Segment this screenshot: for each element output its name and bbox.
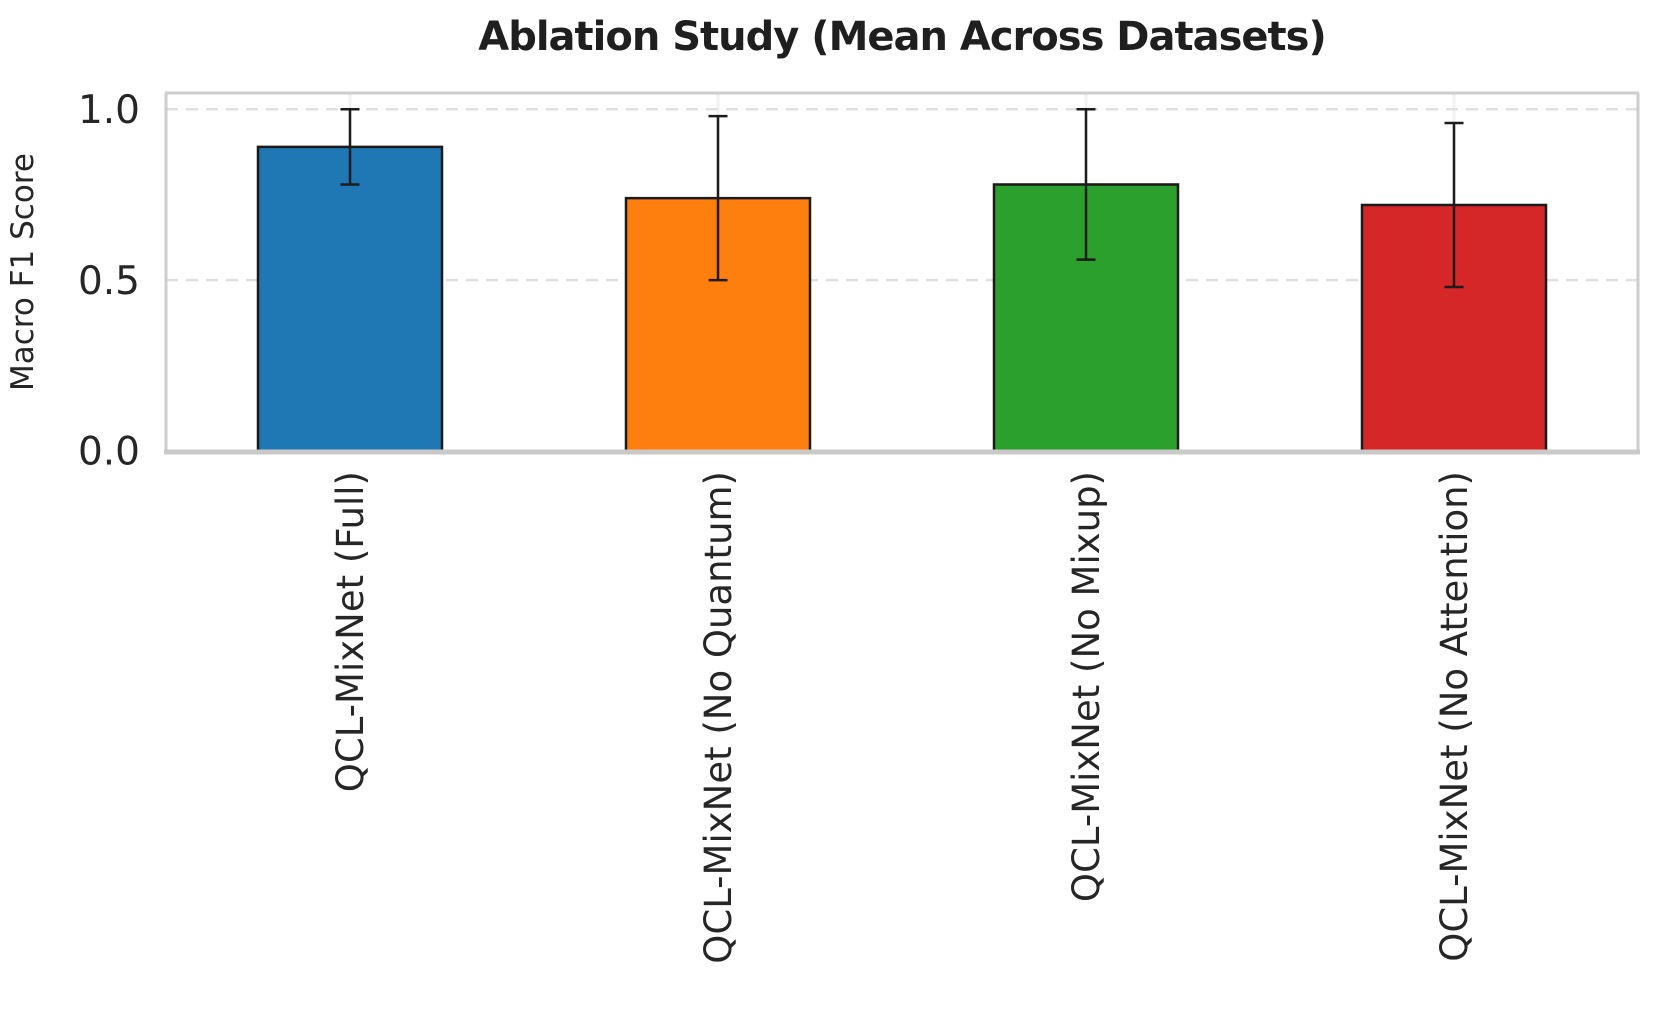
x-tick-label-qcl-mixnet-no-quantum: QCL-MixNet (No Quantum) [697,471,740,964]
error-bars-layer [340,108,1464,289]
y-axis-label: Macro F1 Score [5,153,41,391]
x-tick-label-qcl-mixnet-no-mixup: QCL-MixNet (No Mixup) [1065,471,1108,902]
y-tick-label-0.5: 0.5 [78,259,140,304]
x-tick-label-qcl-mixnet-no-attention: QCL-MixNet (No Attention) [1433,471,1476,962]
error-bar-qcl-mixnet-full [340,108,360,186]
error-bar-qcl-mixnet-no-mixup [1076,108,1096,261]
chart-title: Ablation Study (Mean Across Datasets) [478,14,1326,60]
bar-qcl-mixnet-full [256,145,444,453]
error-bar-qcl-mixnet-no-attention [1444,121,1464,289]
bars-layer [256,145,1548,453]
y-tick-label-1.0: 1.0 [78,88,140,133]
axes-spines-layer [164,91,1640,455]
error-bar-qcl-mixnet-no-quantum [708,114,728,282]
tick-labels-layer: 0.0 0.5 1.0 QCL-MixNet (Full) QCL-MixNet (No… [78,88,1476,964]
y-tick-label-0.0: 0.0 [78,430,140,475]
x-tick-label-qcl-mixnet-full: QCL-MixNet (Full) [329,471,372,792]
